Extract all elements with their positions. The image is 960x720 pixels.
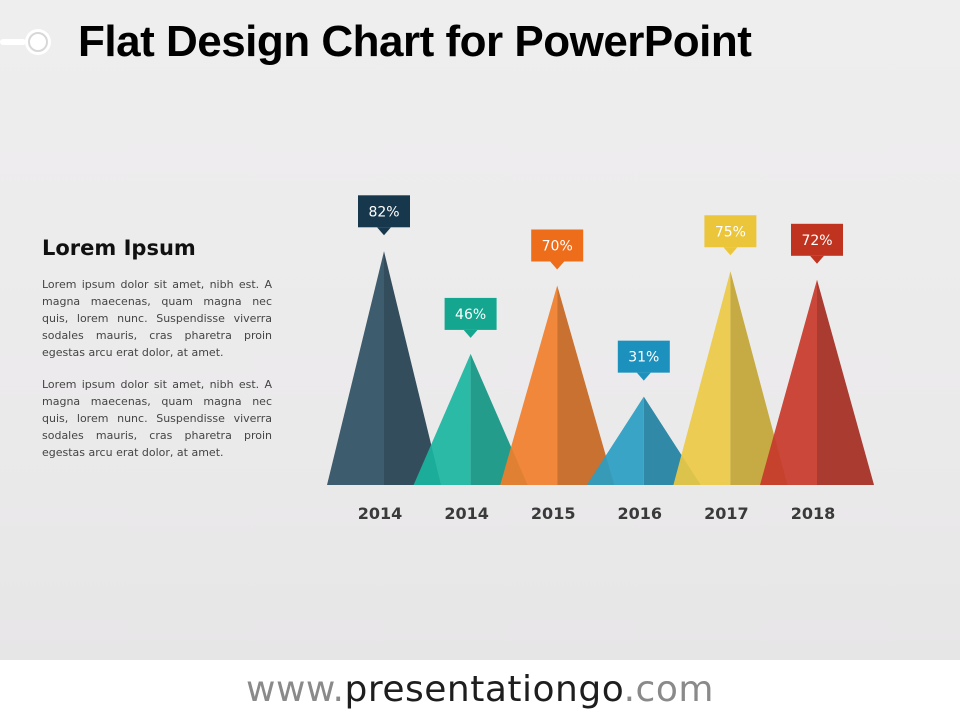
data-label-pointer <box>550 261 565 270</box>
data-label-6: 72% <box>791 223 843 264</box>
page-title: Flat Design Chart for PowerPoint <box>78 17 752 66</box>
data-label-text: 46% <box>455 307 486 323</box>
data-label-text: 72% <box>801 233 832 249</box>
data-label-5: 75% <box>704 215 757 256</box>
data-label-1: 82% <box>358 195 410 236</box>
category-label-4: 2016 <box>618 504 663 523</box>
data-label-text: 31% <box>628 350 659 366</box>
triangle-bar-1 <box>327 251 441 485</box>
data-label-box <box>358 195 410 228</box>
category-label-6: 2018 <box>791 504 836 523</box>
category-label-1: 2014 <box>358 504 403 523</box>
data-label-box <box>704 215 757 248</box>
footer-url-suffix: .com <box>623 669 714 710</box>
data-label-2: 46% <box>444 297 497 338</box>
triangle-bar-right-face <box>557 285 615 485</box>
triangle-bar-5 <box>673 271 788 485</box>
sidebar-paragraph-2: Lorem ipsum dolor sit amet, nibh est. A … <box>42 378 272 459</box>
triangle-bar-left-face <box>586 396 644 485</box>
footer-url-brand: presentationgo <box>344 669 624 710</box>
triangle-bar-right-face <box>384 251 441 485</box>
triangle-bar-left-face <box>413 353 471 485</box>
triangle-bar-6 <box>760 279 874 485</box>
data-label-box <box>531 229 584 262</box>
data-label-pointer <box>723 247 738 256</box>
data-label-pointer <box>377 227 391 236</box>
data-label-3: 70% <box>531 229 584 270</box>
triangle-bar-left-face <box>673 271 731 485</box>
data-label-text: 70% <box>542 239 573 255</box>
title-bar: Flat Design Chart for PowerPoint <box>0 0 960 84</box>
category-label-3: 2015 <box>531 504 576 523</box>
footer-url[interactable]: www.presentationgo.com <box>246 669 714 710</box>
sidebar-heading: Lorem Ipsum <box>42 236 196 260</box>
triangle-bar-left-face <box>327 251 384 485</box>
data-label-box <box>617 340 670 373</box>
data-label-text: 82% <box>368 204 399 220</box>
triangle-bar-shade <box>557 285 615 485</box>
triangle-bar-shade <box>384 251 441 485</box>
data-label-box <box>444 297 497 330</box>
triangle-bar-shade <box>817 279 874 485</box>
triangle-bar-shade <box>730 271 788 485</box>
data-label-pointer <box>810 255 824 264</box>
triangle-bar-right-face <box>817 279 874 485</box>
triangle-bar-left-face <box>500 285 558 485</box>
triangle-bar-left-face <box>760 279 817 485</box>
footer: www.presentationgo.com <box>0 660 960 720</box>
sidebar-text: Lorem Ipsum Lorem ipsum dolor sit amet, … <box>42 236 272 476</box>
data-label-4: 31% <box>617 340 670 381</box>
category-label-2: 2014 <box>444 504 489 523</box>
triangle-bar-3 <box>500 285 615 485</box>
footer-url-prefix: www. <box>246 669 345 710</box>
data-label-pointer <box>463 329 478 338</box>
data-label-pointer <box>636 372 651 381</box>
title-decoration-icon <box>0 29 51 55</box>
data-label-text: 75% <box>715 224 746 240</box>
category-label-5: 2017 <box>704 504 749 523</box>
sidebar-paragraph-1: Lorem ipsum dolor sit amet, nibh est. A … <box>42 278 272 359</box>
data-label-box <box>791 223 843 256</box>
triangle-bar-right-face <box>730 271 788 485</box>
triangle-bar-chart: 82% 2014 46% 2014 70% 2015 31% 2016 75% 2017 72% 20… <box>327 195 874 523</box>
